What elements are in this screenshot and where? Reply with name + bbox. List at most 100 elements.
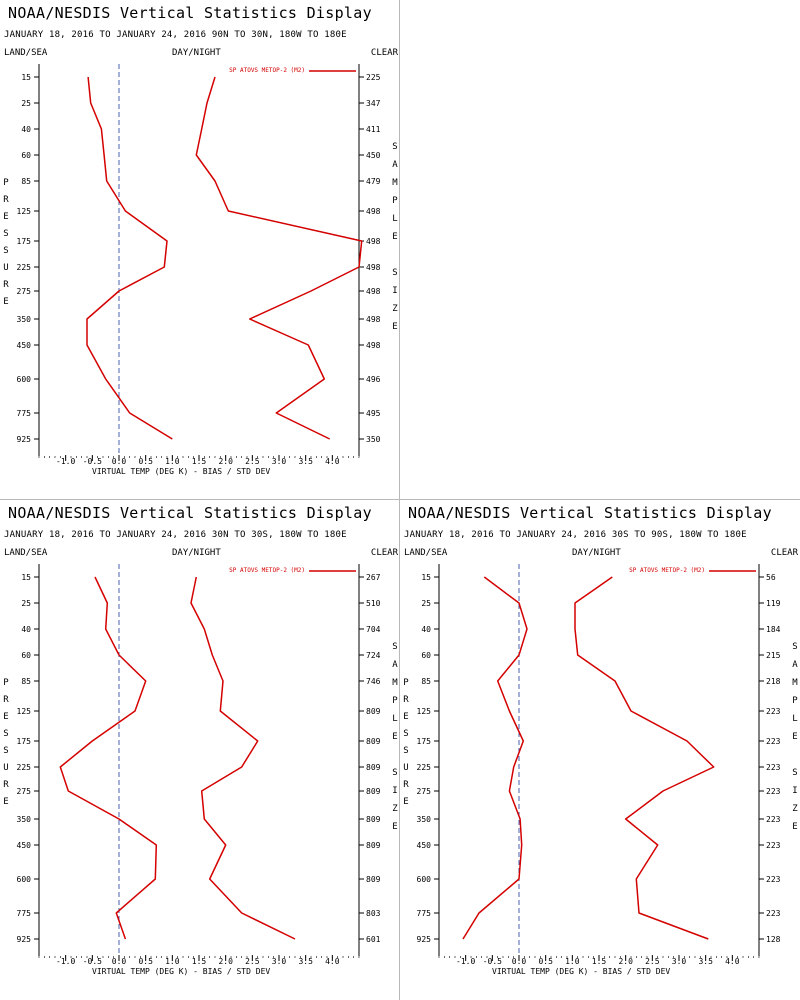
plot-area: -1.0 -0.5 0.0 0.5 1.0 1.5 2.0 2.5 3.0 3.5 4.0 15 225… (3, 64, 398, 466)
chart-title: NOAA/NESDIS Vertical Statistics Display (408, 504, 772, 522)
x-tick-label: 2.5 (245, 457, 260, 466)
pressure-axis-letter: R (3, 195, 9, 205)
size-axis-letter: Z (792, 804, 798, 814)
sample-axis-letter: P (392, 196, 398, 206)
sample-size-label: 746 (366, 677, 381, 686)
sample-axis-letter: E (392, 232, 397, 242)
sample-size-label: 218 (766, 677, 781, 686)
pressure-label: 225 (17, 263, 32, 272)
pressure-axis-letter: R (3, 780, 9, 790)
pressure-label: 350 (417, 815, 432, 824)
x-tick-label: -1.0 (456, 957, 475, 966)
sample-size-label: 450 (366, 151, 381, 160)
pressure-label: 275 (17, 787, 32, 796)
sample-size-label: 809 (366, 815, 381, 824)
sample-size-label: 347 (366, 99, 381, 108)
sample-axis-letter: S (392, 142, 397, 152)
pressure-label: 175 (17, 237, 32, 246)
sample-size-label: 56 (766, 573, 776, 582)
sample-size-label: 498 (366, 237, 381, 246)
sample-size-label: 803 (366, 909, 381, 918)
pressure-axis-letter: S (3, 229, 8, 239)
pressure-axis-letter: U (403, 763, 408, 773)
x-tick-label: -0.5 (483, 957, 502, 966)
header-land-sea: LAND/SEA (404, 548, 448, 558)
sample-size-label: 498 (366, 263, 381, 272)
sample-size-label: 223 (766, 707, 781, 716)
pressure-label: 775 (17, 409, 32, 418)
sample-size-label: 223 (766, 815, 781, 824)
pressure-label: 60 (21, 651, 31, 660)
sample-size-label: 809 (366, 875, 381, 884)
sample-size-label: 128 (766, 935, 781, 944)
pressure-axis-letter: R (3, 280, 9, 290)
pressure-label: 85 (21, 177, 31, 186)
sample-size-label: 267 (366, 573, 381, 582)
sample-size-label: 223 (766, 909, 781, 918)
chart-subtitle: JANUARY 18, 2016 TO JANUARY 24, 2016 30N… (4, 530, 347, 540)
pressure-label: 40 (21, 625, 31, 634)
pressure-label: 275 (17, 287, 32, 296)
x-tick-label: 0.0 (112, 457, 127, 466)
x-tick-label: -1.0 (56, 957, 75, 966)
x-tick-label: 1.5 (192, 457, 207, 466)
x-tick-label: 1.0 (565, 957, 580, 966)
chart-title: NOAA/NESDIS Vertical Statistics Display (8, 4, 372, 22)
x-tick-label: 0.5 (138, 957, 153, 966)
sample-size-label: 809 (366, 737, 381, 746)
chart-panel-90n-30n: NOAA/NESDIS Vertical Statistics Display … (0, 0, 400, 500)
pressure-label: 175 (17, 737, 32, 746)
x-tick-label: 0.0 (112, 957, 127, 966)
size-axis-letter: I (792, 786, 797, 796)
pressure-label: 775 (17, 909, 32, 918)
size-axis-letter: E (392, 822, 397, 832)
sample-size-label: 498 (366, 341, 381, 350)
pressure-axis-letter: S (3, 729, 8, 739)
x-tick-label: 3.5 (698, 957, 713, 966)
pressure-label: 450 (17, 841, 32, 850)
x-tick-label: 0.0 (512, 957, 527, 966)
sample-axis-letter: E (792, 732, 797, 742)
pressure-label: 600 (17, 875, 32, 884)
bias-line (462, 576, 528, 940)
pressure-axis-letter: U (3, 763, 8, 773)
x-tick-label: -0.5 (83, 957, 102, 966)
chart-panel-30n-30s: NOAA/NESDIS Vertical Statistics Display … (0, 500, 400, 1000)
x-tick-label: 0.5 (538, 957, 553, 966)
std-dev-line (195, 76, 363, 440)
pressure-axis-letter: R (403, 780, 409, 790)
pressure-axis-letter: S (3, 746, 8, 756)
std-dev-line (190, 576, 296, 940)
sample-size-label: 809 (366, 763, 381, 772)
sample-axis-letter: M (392, 678, 398, 688)
x-tick-label: 2.5 (245, 957, 260, 966)
pressure-label: 175 (417, 737, 432, 746)
pressure-label: 15 (21, 73, 31, 82)
header-land-sea: LAND/SEA (4, 548, 48, 558)
pressure-label: 125 (17, 207, 32, 216)
legend-label: SP ATOVS METOP-2 (M2) (229, 567, 305, 574)
pressure-label: 15 (21, 573, 31, 582)
pressure-axis-letter: E (403, 712, 408, 722)
header-clear: CLEAR (370, 48, 398, 58)
x-tick-label: 3.0 (672, 957, 687, 966)
pressure-axis-letter: P (3, 178, 9, 188)
size-axis-letter: E (792, 822, 797, 832)
sample-axis-letter: A (392, 660, 398, 670)
pressure-label: 350 (17, 315, 32, 324)
sample-size-label: 809 (366, 707, 381, 716)
sample-axis-letter: L (792, 714, 797, 724)
sample-axis-letter: A (792, 660, 798, 670)
pressure-label: 350 (17, 815, 32, 824)
panel-divider-vertical (399, 0, 400, 1000)
sample-size-label: 184 (766, 625, 781, 634)
x-axis-label: VIRTUAL TEMP (DEG K) - BIAS / STD DEV (492, 967, 671, 976)
header-land-sea: LAND/SEA (4, 48, 48, 58)
pressure-label: 60 (21, 151, 31, 160)
sample-axis-letter: S (792, 642, 797, 652)
x-tick-label: -0.5 (83, 457, 102, 466)
size-axis-letter: I (392, 286, 397, 296)
pressure-axis-letter: P (403, 678, 409, 688)
sample-axis-letter: M (792, 678, 798, 688)
sample-axis-letter: E (392, 732, 397, 742)
